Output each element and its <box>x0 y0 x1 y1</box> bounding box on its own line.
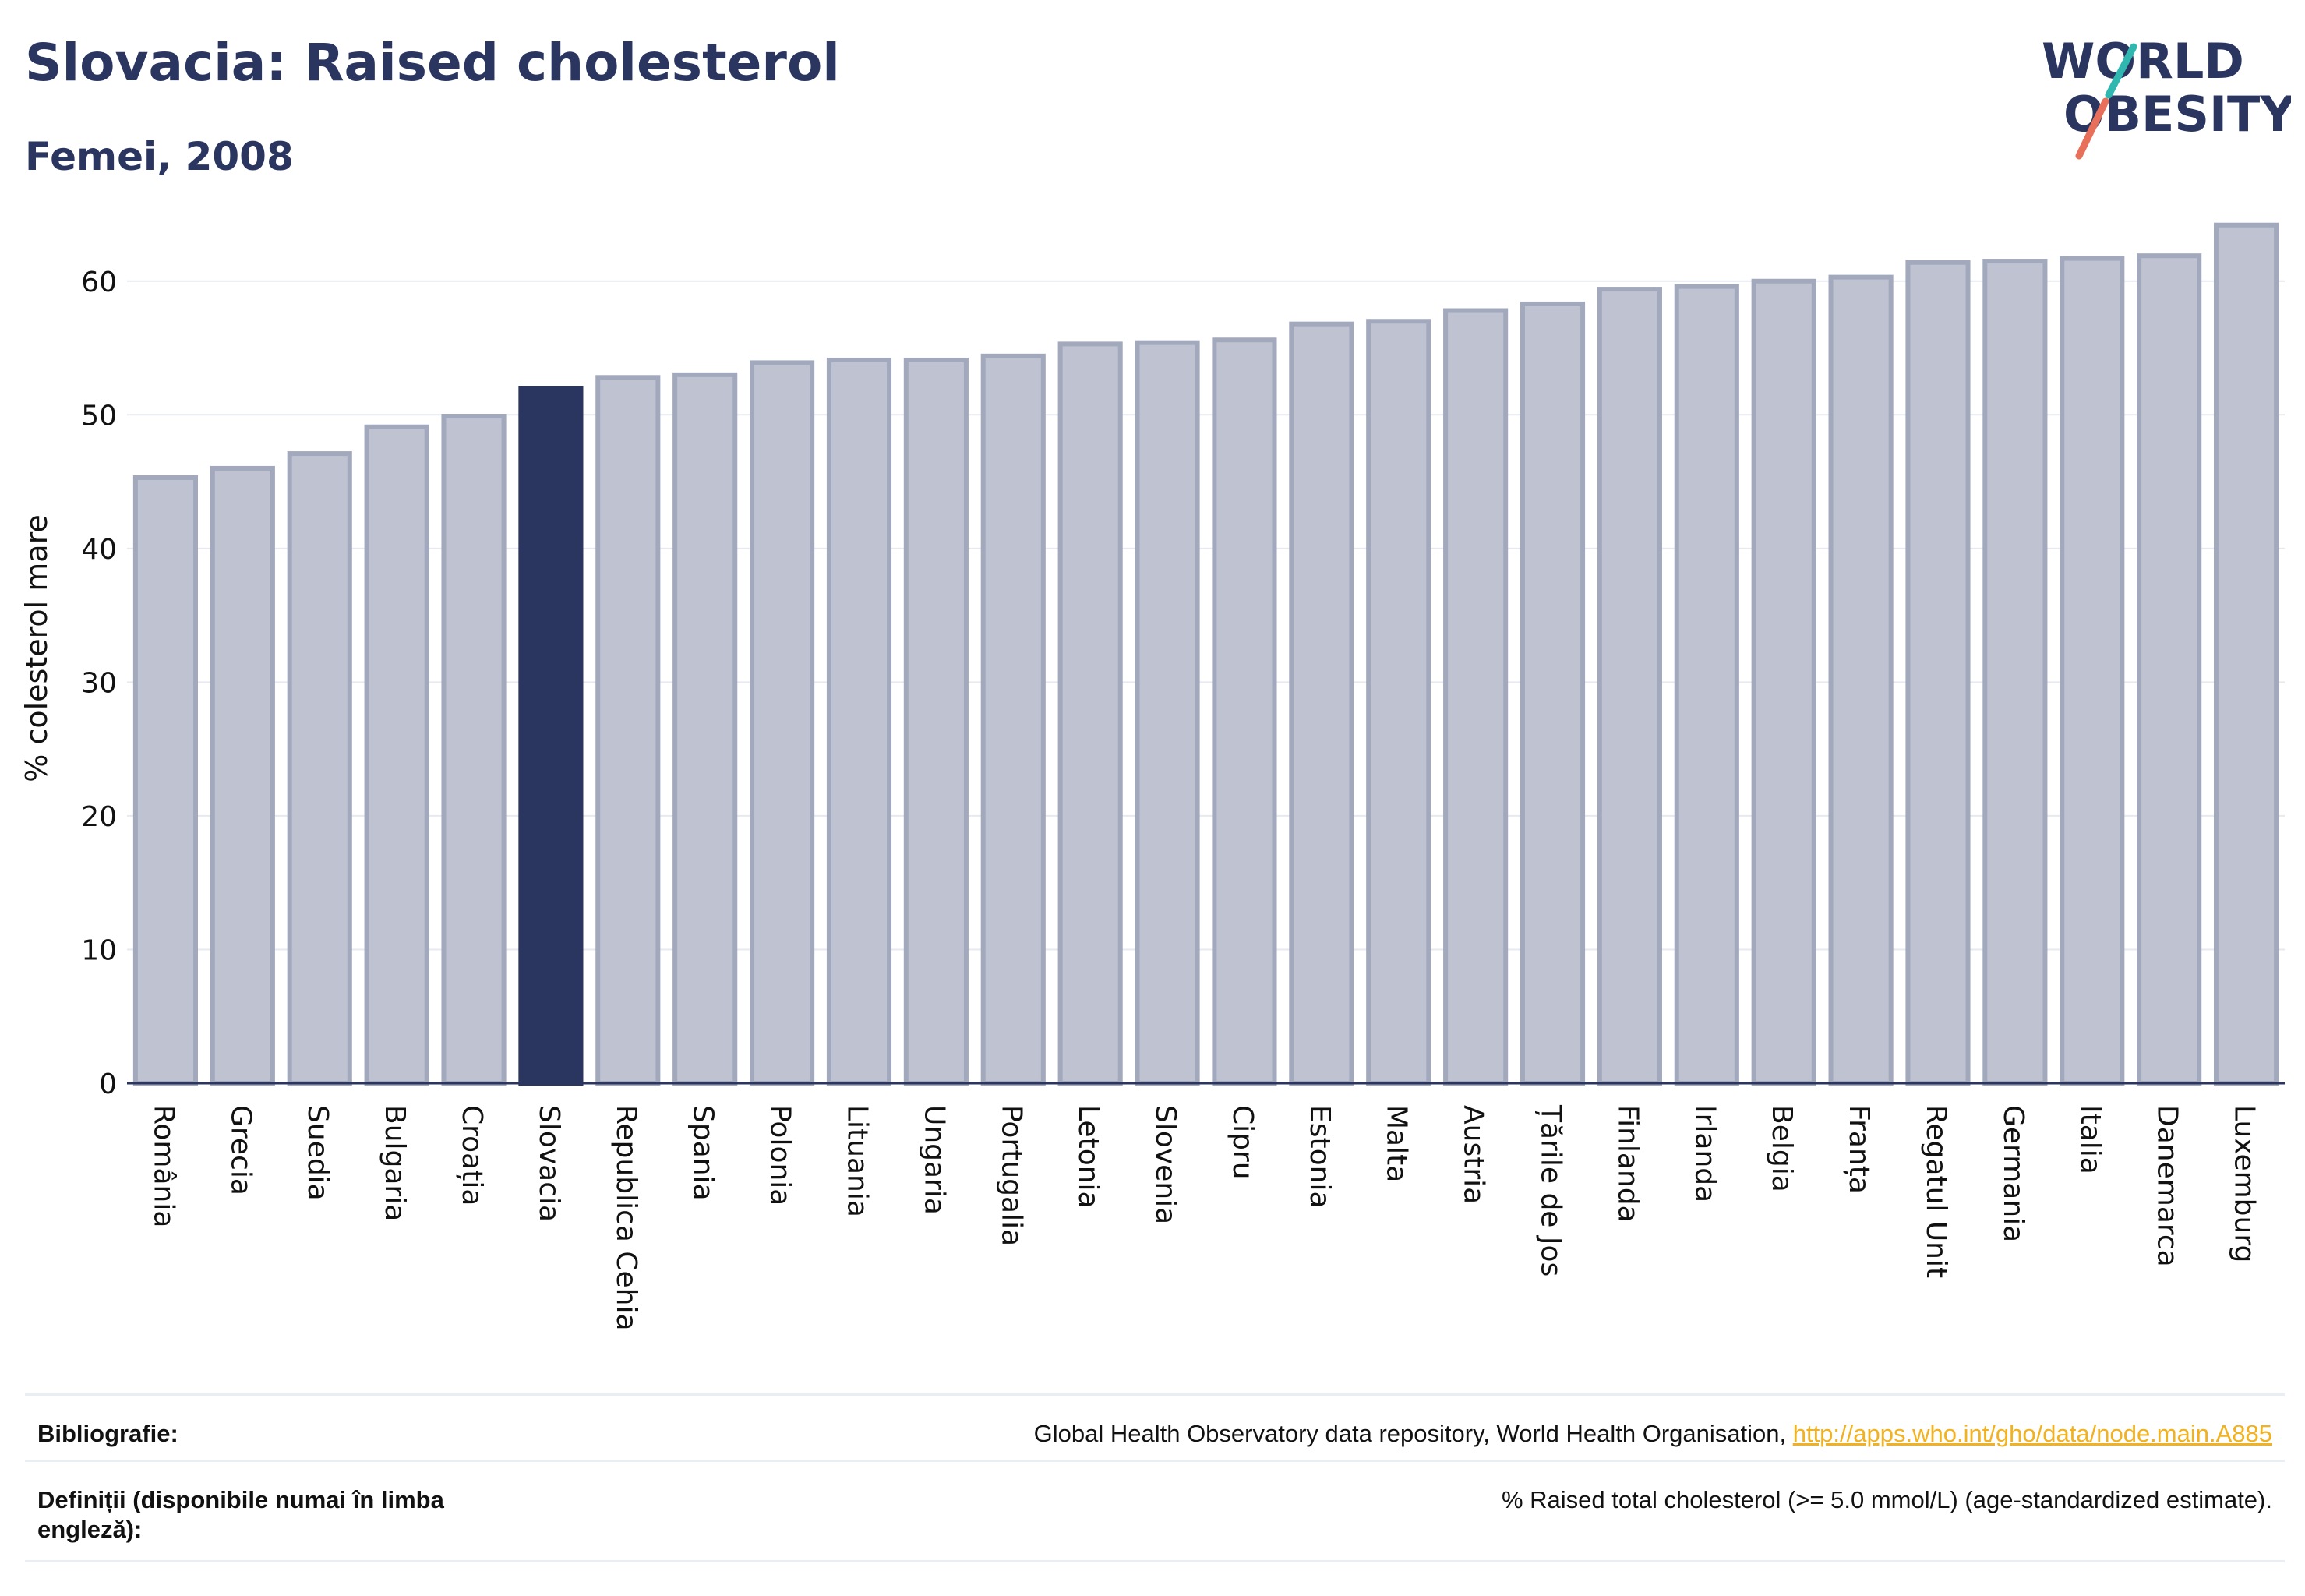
bar-grecia <box>210 465 275 1086</box>
bar-malta <box>1366 319 1431 1086</box>
x-tick-label: Slovacia <box>533 1105 565 1222</box>
bibliography-row: Bibliografie: Global Health Observatory … <box>25 1393 2285 1460</box>
bar-belgia <box>1751 278 1816 1086</box>
x-tick-label: Lituania <box>841 1105 873 1217</box>
x-tick-label: Slovenia <box>1149 1105 1181 1224</box>
x-tick-label: Țările de Jos <box>1535 1104 1567 1276</box>
y-tick-label: 10 <box>81 934 117 966</box>
bar-luxemburg <box>2213 222 2279 1086</box>
x-tick-label: Portugalia <box>995 1105 1027 1246</box>
logo-slash-lower <box>2075 97 2109 160</box>
bar-slovacia <box>518 386 584 1086</box>
x-tick-label: Luxemburg <box>2229 1105 2261 1262</box>
y-tick-label: 50 <box>81 400 117 432</box>
bar-slovenia <box>1135 340 1200 1086</box>
x-tick-label: România <box>147 1105 179 1227</box>
x-tick-label: Italia <box>2074 1105 2106 1174</box>
x-tick-label: Croația <box>456 1105 488 1206</box>
bar-portugalia <box>980 353 1046 1086</box>
y-tick-label: 0 <box>99 1068 117 1100</box>
page-title: Slovacia: Raised cholesterol <box>25 33 840 93</box>
x-tick-label: Regatul Unit <box>1920 1105 1952 1278</box>
x-tick-label: Republica Cehia <box>610 1105 642 1331</box>
bars <box>132 222 2279 1086</box>
bar-cipru <box>1212 337 1277 1086</box>
logo-graphic: WORLD OBESITY <box>2042 33 2296 160</box>
bar-polonia <box>750 360 815 1086</box>
bar-republica-cehia <box>595 375 661 1086</box>
definitions-row: Definiții (disponibile numai în limba en… <box>25 1460 2285 1562</box>
bar-franța <box>1828 274 1894 1086</box>
bar-letonia <box>1057 341 1123 1086</box>
x-tick-label: Franța <box>1843 1105 1875 1194</box>
x-tick-label: Belgia <box>1766 1105 1798 1192</box>
x-tick-label: Letonia <box>1072 1105 1104 1209</box>
bar-germania <box>1982 259 2048 1086</box>
bar-suedia <box>287 451 352 1086</box>
x-tick-label: Suedia <box>302 1105 334 1201</box>
x-tick-label: Irlanda <box>1689 1105 1721 1202</box>
bar-spania <box>672 372 738 1086</box>
bar-ungaria <box>903 357 969 1086</box>
bar-irlanda <box>1674 284 1739 1086</box>
world-obesity-logo: WORLD OBESITY <box>2042 23 2296 164</box>
bar-lituania <box>826 357 892 1086</box>
bar-italia <box>2060 256 2125 1086</box>
x-tick-label: Grecia <box>224 1105 256 1195</box>
bar-estonia <box>1289 321 1354 1086</box>
logo-slash-upper <box>2105 43 2137 99</box>
x-tick-label: Danemarca <box>2151 1105 2183 1267</box>
bar-croația <box>441 414 507 1086</box>
bibliography-text: Global Health Observatory data repositor… <box>1033 1420 1793 1447</box>
bar-austria <box>1443 308 1509 1086</box>
x-tick-label: Bulgaria <box>379 1105 411 1221</box>
bar-chart: 0 10 20 30 40 50 60 România Grecia Suedia Bulgari… <box>19 222 2285 1331</box>
y-axis-label: % colesterol mare <box>19 514 54 782</box>
x-tick-label: Malta <box>1381 1105 1413 1182</box>
x-tick-label: Estonia <box>1304 1105 1336 1209</box>
definitions-label: Definiții (disponibile numai în limba en… <box>37 1486 444 1543</box>
y-tick-label: 40 <box>81 534 117 566</box>
bar-românia <box>132 475 199 1086</box>
bar-danemarca <box>2137 253 2202 1086</box>
logo-line1: WORLD <box>2042 33 2244 90</box>
x-tick-label: Spania <box>687 1105 719 1201</box>
x-tick-label: Austria <box>1458 1105 1490 1204</box>
definitions-text: % Raised total cholesterol (>= 5.0 mmol/… <box>1501 1486 2272 1513</box>
y-tick-label: 60 <box>81 267 117 298</box>
y-tick-label: 30 <box>81 667 117 699</box>
bar-țările-de-jos <box>1520 301 1586 1086</box>
footer: Bibliografie: Global Health Observatory … <box>25 1393 2285 1562</box>
x-tick-label: Cipru <box>1227 1105 1258 1180</box>
bibliography-label: Bibliografie: <box>37 1420 178 1447</box>
x-axis-ticks: România Grecia Suedia Bulgaria Croația Slovac… <box>147 1104 2260 1331</box>
x-tick-label: Germania <box>1997 1105 2029 1242</box>
bar-regatul-unit <box>1905 260 1971 1086</box>
x-tick-label: Polonia <box>764 1105 796 1206</box>
x-tick-label: Ungaria <box>918 1105 950 1215</box>
y-tick-label: 20 <box>81 801 117 833</box>
bar-bulgaria <box>364 424 429 1086</box>
x-tick-label: Finlanda <box>1611 1105 1643 1223</box>
bibliography-value: Global Health Observatory data repositor… <box>1034 1419 2272 1449</box>
bibliography-link[interactable]: http://apps.who.int/gho/data/node.main.A… <box>1792 1420 2272 1447</box>
page-subtitle: Femei, 2008 <box>25 134 294 179</box>
y-axis-ticks: 0 10 20 30 40 50 60 <box>81 267 117 1100</box>
bar-finlanda <box>1597 287 1662 1086</box>
